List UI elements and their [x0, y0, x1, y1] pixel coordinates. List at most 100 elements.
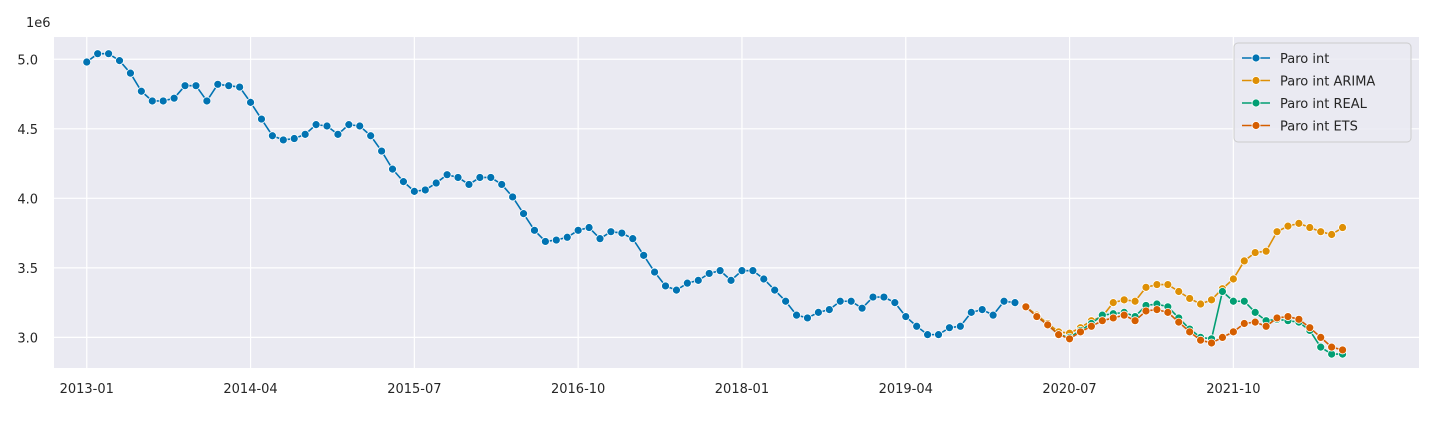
- data-point: [366, 131, 376, 141]
- series-paro-int-ets: [1021, 302, 1347, 355]
- data-point: [1130, 316, 1140, 326]
- data-point: [726, 275, 736, 285]
- data-point: [399, 177, 408, 187]
- legend-item[interactable]: Paro int REAL: [1242, 97, 1368, 112]
- data-point: [1185, 294, 1195, 303]
- data-point: [1097, 316, 1107, 326]
- data-point: [1294, 314, 1304, 324]
- series-layer: [82, 49, 1347, 359]
- data-point: [322, 121, 332, 131]
- data-point: [126, 68, 135, 78]
- data-point: [377, 146, 387, 156]
- data-point: [180, 81, 190, 91]
- data-point: [1228, 274, 1238, 284]
- data-point: [562, 232, 572, 242]
- data-point: [1152, 280, 1162, 289]
- data-point: [1174, 287, 1184, 296]
- data-point: [1250, 317, 1260, 327]
- data-point: [289, 134, 299, 143]
- data-point: [82, 57, 92, 67]
- data-point: [1250, 248, 1260, 257]
- data-point: [1119, 310, 1129, 320]
- data-point: [551, 235, 561, 245]
- data-point: [431, 178, 441, 188]
- data-point: [388, 164, 397, 174]
- data-point: [530, 225, 539, 235]
- data-point: [1163, 280, 1173, 289]
- data-point: [1327, 342, 1337, 352]
- x-tick-label: 2016-10: [551, 382, 605, 397]
- data-point: [715, 266, 725, 276]
- data-point: [1228, 296, 1238, 306]
- data-point: [682, 278, 692, 288]
- data-point: [737, 266, 747, 276]
- legend-item[interactable]: Paro int ARIMA: [1242, 75, 1375, 90]
- legend[interactable]: Paro int Paro int ARIMA Paro int REAL Paro …: [1233, 42, 1412, 143]
- data-point: [1272, 313, 1282, 323]
- data-point: [420, 185, 430, 195]
- data-point: [1250, 307, 1260, 317]
- data-point: [409, 186, 419, 196]
- data-point: [475, 173, 485, 182]
- data-point: [792, 310, 801, 320]
- data-point: [704, 269, 714, 278]
- data-point: [606, 227, 616, 237]
- data-point: [246, 97, 255, 107]
- grid: [54, 37, 1419, 368]
- data-point: [1283, 221, 1293, 231]
- data-point: [672, 285, 681, 295]
- legend-label: Paro int REAL: [1280, 97, 1368, 112]
- data-point: [136, 86, 146, 96]
- data-point: [1010, 298, 1020, 308]
- legend-item[interactable]: Paro int ETS: [1242, 120, 1358, 135]
- data-point: [464, 180, 474, 189]
- data-point: [1316, 227, 1326, 237]
- data-point: [999, 296, 1009, 306]
- data-point: [1305, 223, 1315, 232]
- data-point: [453, 173, 463, 182]
- data-point: [988, 310, 998, 320]
- data-point: [1261, 321, 1271, 331]
- data-point: [1207, 338, 1216, 348]
- data-point: [1316, 342, 1326, 352]
- data-point: [93, 49, 103, 59]
- data-point: [781, 296, 791, 306]
- data-point: [1218, 332, 1227, 342]
- data-point: [1108, 298, 1118, 308]
- data-point: [1043, 320, 1053, 330]
- data-point: [508, 192, 518, 202]
- data-point: [1272, 227, 1282, 237]
- data-point: [235, 82, 245, 92]
- data-point: [945, 323, 954, 333]
- data-point: [1130, 296, 1140, 306]
- data-point: [857, 303, 867, 313]
- x-tick-label: 2015-07: [387, 382, 441, 397]
- data-point: [879, 292, 889, 302]
- data-point: [1076, 327, 1085, 337]
- data-point: [115, 56, 124, 66]
- data-point: [1261, 246, 1271, 256]
- data-point: [650, 267, 659, 277]
- data-point: [1196, 299, 1205, 309]
- data-point: [923, 330, 932, 340]
- data-point: [628, 234, 638, 244]
- data-point: [824, 305, 834, 314]
- data-point: [1283, 312, 1293, 321]
- x-tick-label: 2014-04: [223, 382, 277, 397]
- x-tick-label: 2019-04: [879, 382, 933, 397]
- data-point: [639, 250, 649, 260]
- data-point: [912, 321, 922, 331]
- data-point: [1032, 312, 1042, 321]
- data-point: [202, 96, 212, 106]
- data-point: [1228, 327, 1238, 337]
- data-point: [519, 209, 528, 219]
- axes-layer: 2013-01 2014-04 2015-07 2016-10 2018-01 2019-…: [17, 53, 1260, 397]
- data-point: [267, 131, 277, 141]
- data-point: [1163, 307, 1173, 317]
- legend-box: [1233, 42, 1412, 143]
- data-point: [1174, 317, 1184, 327]
- data-point: [1338, 345, 1347, 355]
- data-point: [311, 120, 321, 130]
- legend-item[interactable]: Paro int: [1242, 52, 1329, 67]
- x-tick-label: 2021-10: [1206, 382, 1260, 397]
